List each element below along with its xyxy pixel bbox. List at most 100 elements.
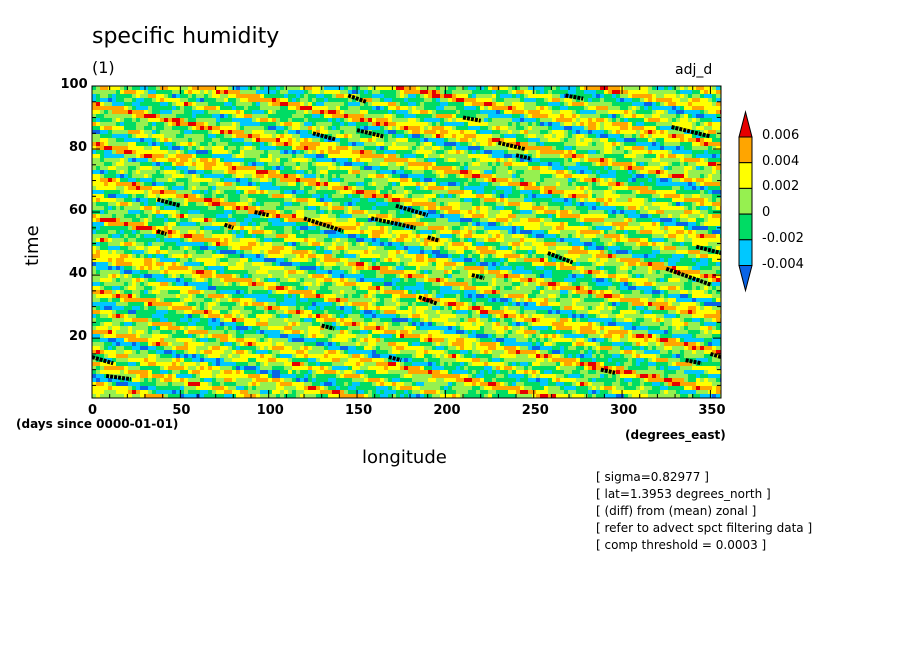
heatmap-cell — [512, 150, 516, 154]
heatmap-cell — [464, 170, 468, 174]
heatmap-cell — [644, 114, 648, 118]
heatmap-cell — [384, 102, 388, 106]
heatmap-cell — [512, 178, 516, 182]
heatmap-cell — [240, 186, 244, 190]
heatmap-cell — [596, 178, 600, 182]
heatmap-cell — [552, 170, 556, 174]
heatmap-cell — [456, 158, 460, 162]
heatmap-cell — [204, 194, 208, 198]
heatmap-cell — [512, 206, 516, 210]
heatmap-cell — [200, 194, 204, 198]
heatmap-cell — [236, 166, 240, 170]
heatmap-cell — [516, 158, 520, 162]
heatmap-cell — [164, 98, 168, 102]
heatmap-cell — [312, 182, 316, 186]
heatmap-cell — [516, 174, 520, 178]
heatmap-cell — [216, 150, 220, 154]
heatmap-cell — [396, 158, 400, 162]
heatmap-cell — [128, 182, 132, 186]
heatmap-cell — [324, 114, 328, 118]
heatmap-cell — [244, 110, 248, 114]
heatmap-cell — [464, 198, 468, 202]
heatmap-cell — [512, 190, 516, 194]
heatmap-cell — [328, 126, 332, 130]
heatmap-cell — [384, 106, 388, 110]
heatmap-cell — [596, 98, 600, 102]
heatmap-cell — [540, 142, 544, 146]
heatmap-cell — [576, 198, 580, 202]
heatmap-cell — [488, 122, 492, 126]
heatmap-cell — [232, 158, 236, 162]
heatmap-cell — [356, 174, 360, 178]
heatmap-cell — [468, 154, 472, 158]
heatmap-cell — [332, 110, 336, 114]
heatmap-cell — [448, 150, 452, 154]
heatmap-cell — [220, 118, 224, 122]
heatmap-cell — [356, 118, 360, 122]
heatmap-cell — [220, 98, 224, 102]
heatmap-cell — [600, 106, 604, 110]
heatmap-cell — [176, 146, 180, 150]
heatmap-cell — [328, 90, 332, 94]
heatmap-cell — [108, 134, 112, 138]
heatmap-cell — [380, 190, 384, 194]
heatmap-cell — [224, 90, 228, 94]
heatmap-cell — [292, 98, 296, 102]
heatmap-cell — [144, 186, 148, 190]
heatmap-cell — [544, 122, 548, 126]
heatmap-cell — [620, 138, 624, 142]
heatmap-cell — [536, 98, 540, 102]
heatmap-cell — [112, 194, 116, 198]
heatmap-cell — [676, 154, 680, 158]
heatmap-cell — [596, 182, 600, 186]
heatmap-cell — [656, 170, 660, 174]
heatmap-cell — [148, 182, 152, 186]
heatmap-cell — [664, 150, 668, 154]
heatmap-cell — [324, 118, 328, 122]
heatmap-cell — [708, 166, 712, 170]
heatmap-cell — [324, 90, 328, 94]
heatmap-cell — [676, 206, 680, 210]
heatmap-cell — [332, 150, 336, 154]
heatmap-cell — [276, 166, 280, 170]
heatmap-cell — [144, 198, 148, 202]
heatmap-cell — [464, 162, 468, 166]
heatmap-cell — [588, 90, 592, 94]
heatmap-cell — [676, 162, 680, 166]
heatmap-cell — [204, 98, 208, 102]
heatmap-cell — [500, 118, 504, 122]
heatmap-cell — [368, 142, 372, 146]
heatmap-cell — [184, 206, 188, 210]
heatmap-cell — [528, 142, 532, 146]
heatmap-cell — [224, 206, 228, 210]
heatmap-cell — [340, 178, 344, 182]
heatmap-cell — [132, 170, 136, 174]
heatmap-cell — [268, 94, 272, 98]
heatmap-cell — [348, 146, 352, 150]
heatmap-cell — [200, 114, 204, 118]
heatmap-cell — [632, 102, 636, 106]
heatmap-cell — [192, 118, 196, 122]
heatmap-cell — [316, 94, 320, 98]
heatmap-cell — [316, 126, 320, 130]
heatmap-cell — [404, 134, 408, 138]
heatmap-cell — [124, 162, 128, 166]
heatmap-cell — [224, 114, 228, 118]
heatmap-cell — [284, 162, 288, 166]
heatmap-cell — [104, 210, 108, 214]
heatmap-cell — [200, 162, 204, 166]
heatmap-cell — [532, 142, 536, 146]
heatmap-cell — [708, 138, 712, 142]
heatmap-cell — [328, 174, 332, 178]
heatmap-cell — [436, 130, 440, 134]
heatmap-cell — [560, 86, 564, 90]
heatmap-cell — [716, 134, 720, 138]
heatmap-cell — [168, 134, 172, 138]
heatmap-cell — [316, 138, 320, 142]
heatmap-cell — [484, 162, 488, 166]
heatmap-cell — [524, 166, 528, 170]
heatmap-cell — [284, 158, 288, 162]
heatmap-cell — [628, 122, 632, 126]
heatmap-cell — [316, 86, 320, 90]
heatmap-cell — [612, 190, 616, 194]
